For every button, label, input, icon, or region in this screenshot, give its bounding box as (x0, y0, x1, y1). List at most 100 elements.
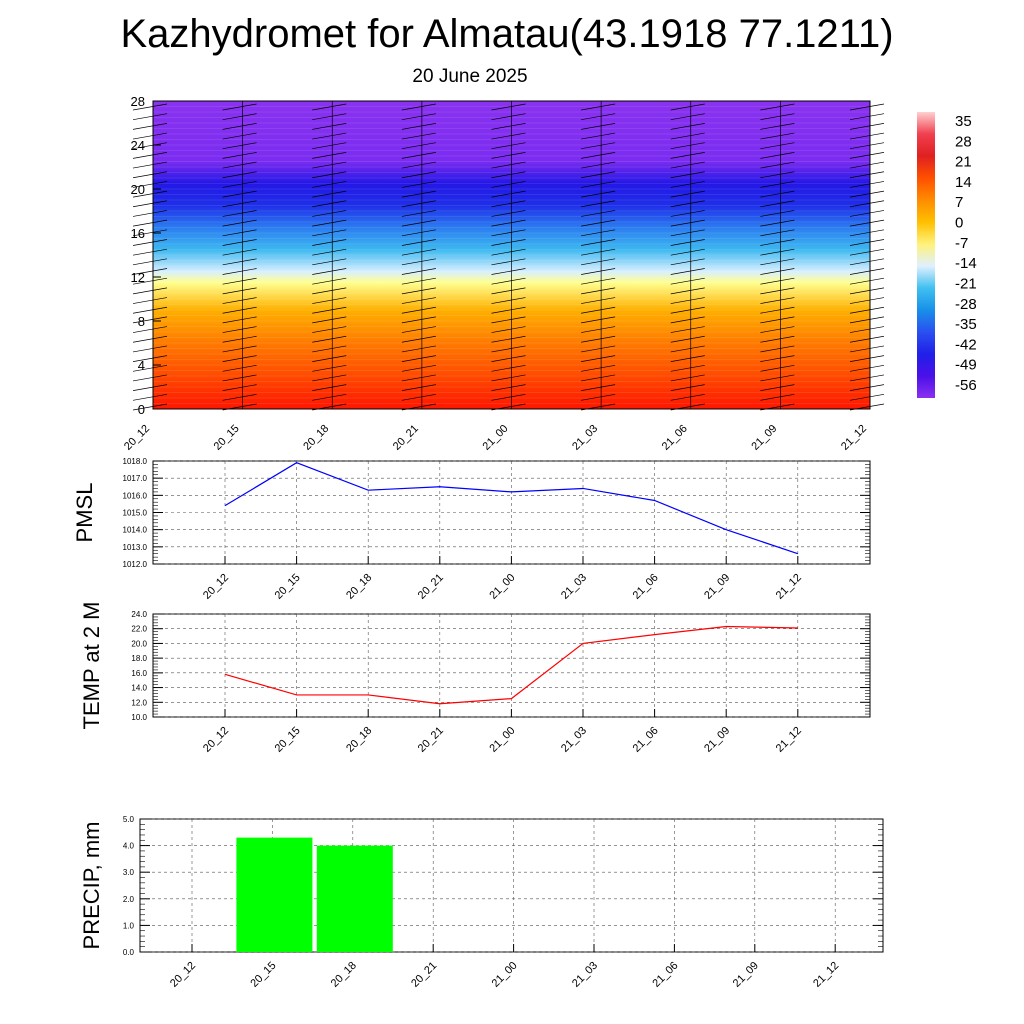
x-tick-label: 21_06 (650, 960, 680, 990)
y-tick-label: 2.0 (123, 895, 135, 904)
precip-bar (316, 845, 393, 952)
y-tick-label: 0 (138, 402, 145, 417)
pmsl-panel: 1012.0 1013.0 1014.0 1015.0 1016.0 1017.0 1018… (72, 457, 871, 602)
x-tick-label: 21_00 (487, 572, 517, 602)
wind-barb-column (312, 101, 347, 411)
x-tick-label: 21_06 (631, 725, 661, 755)
y-tick-label: 1017.0 (123, 474, 148, 483)
colorbar-label: 7 (955, 194, 963, 211)
x-tick-label: 21_09 (749, 423, 779, 453)
y-tick-label: 14.0 (131, 684, 147, 693)
wind-barb-column (760, 101, 795, 411)
x-tick-label: 21_12 (774, 572, 804, 602)
wind-barb-column (581, 101, 616, 411)
colorbar-label: -35 (955, 316, 977, 333)
y-tick-label: 16.0 (131, 669, 147, 678)
y-tick-label: 28 (131, 94, 145, 109)
colorbar-label: -28 (955, 296, 977, 313)
wind-barb-column (222, 101, 257, 411)
x-tick-label: 20_15 (273, 572, 303, 602)
colorbar-fill (917, 112, 935, 398)
wind-barb-column (670, 101, 705, 411)
x-tick-label: 20_18 (344, 725, 374, 755)
x-tick-label: 20_21 (416, 572, 446, 602)
x-tick-label: 21_12 (839, 423, 869, 453)
colorbar-label: 14 (955, 174, 972, 191)
colorbar-label: 28 (955, 133, 972, 150)
chart-title: Kazhydromet for Almatau(43.1918 77.1211) (120, 12, 894, 56)
colorbar-label: -21 (955, 275, 977, 292)
x-tick-label: 20_12 (201, 725, 231, 755)
cross-section-panel: 0 4 8 12 16 20 24 28 20_12 20_15 20_18 20_21 21_00 21… (122, 94, 885, 453)
plot-frame (152, 460, 871, 565)
x-tick-label: 21_09 (702, 572, 732, 602)
x-tick-label: 20_12 (122, 423, 152, 453)
x-tick-label: 21_06 (631, 572, 661, 602)
y-axis-label: PMSL (72, 483, 97, 543)
x-tick-label: 21_03 (570, 423, 600, 453)
colorbar-label: -7 (955, 235, 968, 252)
y-tick-label: 20 (131, 182, 145, 197)
x-tick-label: 21_09 (731, 960, 761, 990)
y-tick-label: 4 (138, 358, 145, 373)
y-tick-label: 12.0 (131, 698, 147, 707)
wind-barb-column (401, 101, 436, 411)
x-tick-label: 21_00 (487, 725, 517, 755)
x-tick-label: 20_12 (168, 960, 198, 990)
colorbar-label: -56 (955, 377, 977, 394)
x-tick-label: 21_06 (660, 423, 690, 453)
colorbar-label: -14 (955, 255, 977, 272)
chart-subtitle: 20 June 2025 (412, 66, 528, 87)
y-tick-label: 24.0 (131, 610, 147, 619)
colorbar-label: -49 (955, 357, 977, 374)
plot-frame (152, 613, 871, 718)
y-tick-label: 22.0 (131, 625, 147, 634)
cross-section-frame (152, 100, 871, 410)
y-tick-label: 18.0 (131, 654, 147, 663)
y-tick-label: 4.0 (123, 842, 135, 851)
y-axis-label: TEMP at 2 M (79, 602, 104, 730)
y-tick-label: 3.0 (123, 868, 135, 877)
x-tick-label: 21_03 (559, 572, 589, 602)
colorbar-label: 35 (955, 113, 972, 130)
temp-panel: 10.0 12.0 14.0 16.0 18.0 20.0 22.0 24.0 20_12 20_… (79, 602, 871, 755)
x-tick-label: 20_21 (416, 725, 446, 755)
precip-bar (236, 837, 313, 952)
y-tick-label: 1012.0 (123, 560, 148, 569)
y-tick-label: 12 (131, 270, 145, 285)
colorbar: 35 28 21 14 7 0 -7 -14 -21 -28 -35 -42 -49 -56 (917, 112, 977, 398)
x-tick-label: 20_18 (301, 423, 331, 453)
colorbar-label: 0 (955, 215, 963, 232)
wind-barb-column (491, 101, 526, 411)
y-tick-label: 1013.0 (123, 543, 148, 552)
x-tick-label: 21_00 (481, 423, 511, 453)
y-tick-label: 0.0 (123, 948, 135, 957)
y-tick-label: 1018.0 (123, 457, 148, 466)
x-tick-label: 21_00 (490, 960, 520, 990)
y-tick-label: 20.0 (131, 639, 147, 648)
x-tick-label: 20_18 (329, 960, 359, 990)
y-tick-label: 16 (131, 226, 145, 241)
x-tick-label: 21_12 (774, 725, 804, 755)
y-tick-label: 1016.0 (123, 491, 148, 500)
y-tick-label: 1014.0 (123, 526, 148, 535)
x-tick-label: 20_12 (201, 572, 231, 602)
x-tick-label: 21_12 (811, 960, 841, 990)
y-tick-label: 8 (138, 314, 145, 329)
x-tick-label: 21_09 (702, 725, 732, 755)
x-tick-label: 21_03 (559, 725, 589, 755)
x-tick-label: 20_21 (409, 960, 439, 990)
y-tick-label: 24 (131, 138, 145, 153)
colorbar-label: -42 (955, 336, 977, 353)
x-tick-label: 20_15 (248, 960, 278, 990)
y-tick-label: 10.0 (131, 713, 147, 722)
x-tick-label: 20_18 (344, 572, 374, 602)
y-tick-label: 1015.0 (123, 509, 148, 518)
plot-frame (139, 818, 884, 953)
precip-panel: 0.0 1.0 2.0 3.0 4.0 5.0 20_12 20_15 20_18 20_21 21… (79, 815, 884, 990)
y-tick-label: 5.0 (123, 815, 135, 824)
x-tick-label: 20_15 (273, 725, 303, 755)
y-axis-label: PRECIP, mm (79, 822, 104, 950)
x-tick-label: 20_21 (391, 423, 421, 453)
